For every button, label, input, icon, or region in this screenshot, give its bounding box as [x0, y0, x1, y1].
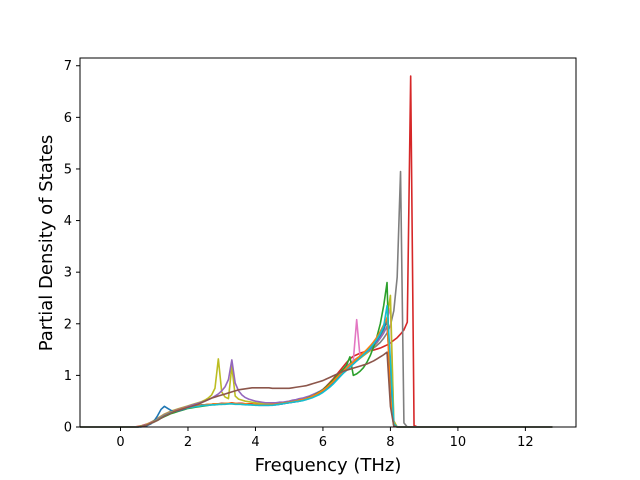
plot-area — [79, 57, 577, 428]
x-tick-label: 6 — [319, 435, 327, 450]
x-axis: 0 2 4 6 8 10 12 — [116, 427, 534, 450]
pdos-series-line-8 — [80, 316, 553, 428]
pdos-series-line-3 — [80, 307, 546, 428]
x-tick-label: 0 — [116, 435, 124, 450]
pdos-series-line-2 — [80, 170, 546, 428]
series-layer — [80, 75, 553, 428]
y-axis-label: Partial Density of States — [36, 135, 57, 352]
y-tick-label: 2 — [64, 317, 72, 332]
pdos-series-line-4 — [80, 294, 553, 428]
x-tick-label: 10 — [450, 435, 467, 450]
y-tick-label: 0 — [64, 421, 72, 436]
y-axis: 0 1 2 3 4 5 6 7 — [64, 59, 80, 436]
y-tick-label: 3 — [64, 266, 72, 281]
y-tick-label: 4 — [64, 214, 72, 229]
x-tick-label: 12 — [517, 435, 534, 450]
x-tick-label: 4 — [251, 435, 259, 450]
y-tick-label: 7 — [64, 59, 72, 74]
pdos-series-line-7 — [80, 320, 553, 428]
plot-frame — [79, 57, 577, 428]
x-tick-label: 2 — [184, 435, 192, 450]
pdos-series-line-10 — [80, 351, 553, 428]
y-tick-label: 5 — [64, 162, 72, 177]
y-tick-label: 6 — [64, 111, 72, 126]
x-axis-label: Frequency (THz) — [255, 455, 402, 476]
y-tick-label: 1 — [64, 369, 72, 384]
pdos-series-line-6 — [80, 281, 553, 428]
x-tick-label: 8 — [386, 435, 394, 450]
pdos-series-line-5 — [80, 325, 553, 428]
pdos-series-line-1 — [80, 75, 553, 428]
pdos-series-line-9 — [80, 304, 553, 428]
